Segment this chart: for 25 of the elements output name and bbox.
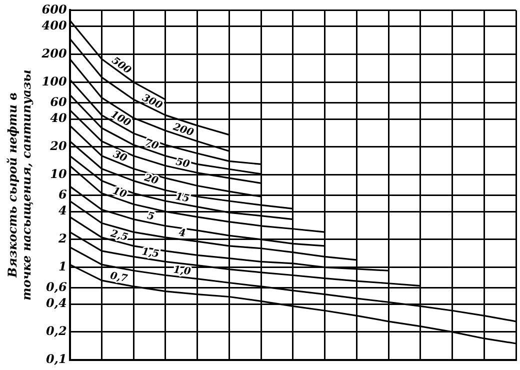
text: 5	[146, 210, 156, 223]
text: 200	[170, 121, 195, 139]
text: 4	[178, 228, 186, 240]
text: 1,5	[140, 246, 160, 260]
text: 0,7	[109, 270, 128, 285]
y-tick-label: 400	[42, 18, 68, 33]
text: 500	[109, 55, 133, 76]
text: 30	[111, 149, 128, 165]
y-tick-label: 0,4	[46, 296, 67, 310]
y-tick-label: 600	[42, 2, 68, 16]
y-tick-label: 6	[58, 187, 68, 202]
y-tick-label: 4	[58, 204, 67, 218]
text: 20	[142, 172, 160, 188]
y-tick-label: 20	[49, 139, 68, 154]
y-tick-label: 100	[42, 74, 68, 88]
y-axis-title: Вязкость сырой нефти в точке насыщения, сантипуазы	[5, 70, 34, 300]
y-tick-label: 0,1	[46, 352, 67, 366]
y-tick-label: 1	[58, 259, 67, 274]
y-tick-label: 40	[50, 111, 68, 126]
y-tick-label: 0,2	[46, 324, 67, 338]
y-tick-label: 0,6	[46, 280, 68, 294]
y-tick-label: 200	[40, 46, 68, 60]
y-tick-label: 10	[50, 166, 68, 181]
y-tick-label: 2	[57, 232, 67, 246]
y-tick-label: 60	[50, 94, 68, 109]
